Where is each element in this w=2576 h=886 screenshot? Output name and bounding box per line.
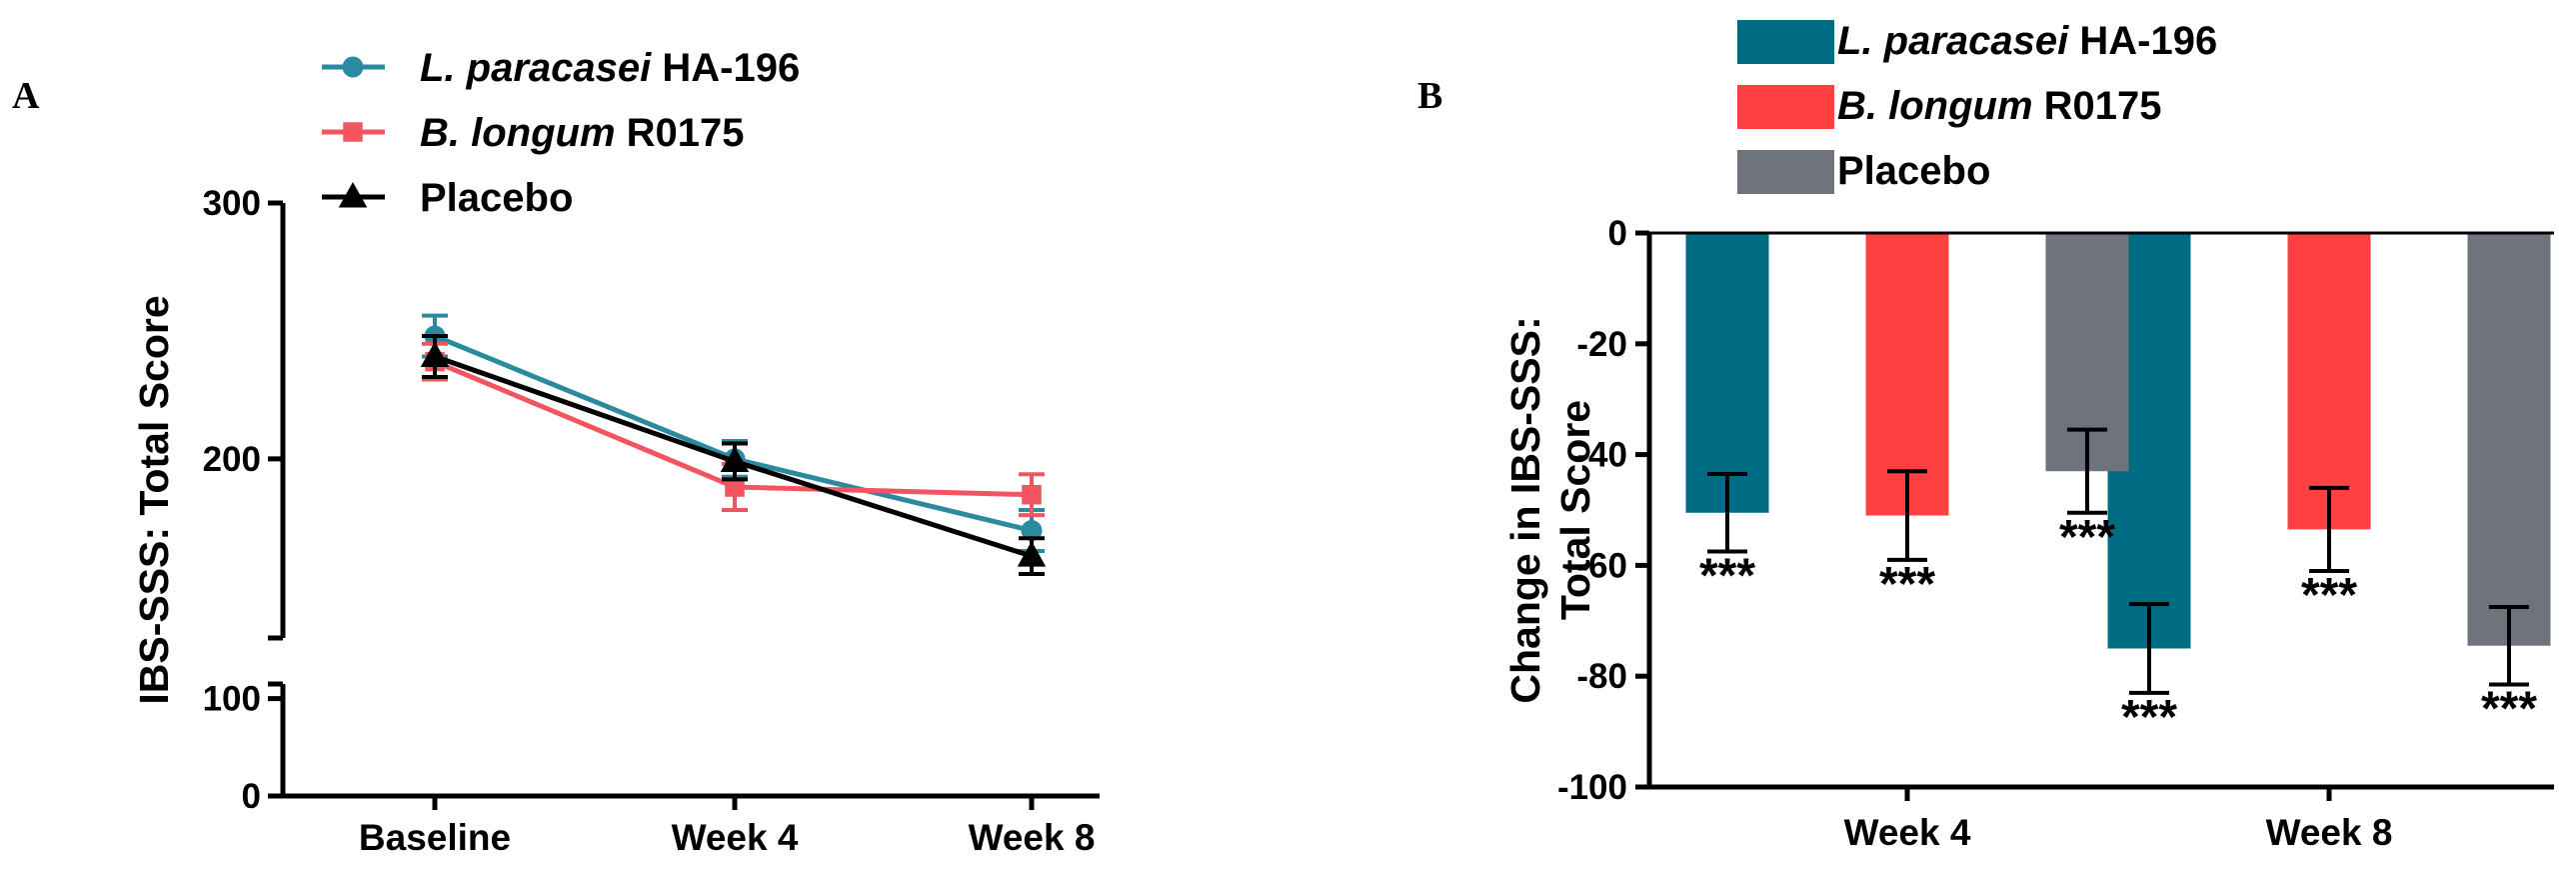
panel-b-bars: *** *** *** *** *** *** — [1685, 233, 2551, 744]
legend-label-rest: HA-196 — [2068, 19, 2217, 63]
panel-label-b: B — [1417, 75, 1442, 117]
panel-label-a: A — [12, 75, 40, 117]
data-point — [725, 477, 745, 497]
data-point — [1017, 541, 1047, 567]
y-axis-title: IBS-SSS: Total Score — [131, 295, 177, 704]
legend-swatch — [1737, 20, 1834, 64]
legend-label-italic: L. paracasei — [420, 46, 652, 90]
y-axis-title-line1: Change in IBS-SSS: — [1502, 316, 1548, 703]
y-tick-label: 300 — [203, 184, 261, 223]
legend-label-rest: HA-196 — [651, 46, 800, 90]
significance-label: *** — [2121, 691, 2177, 744]
series-2 — [420, 334, 1047, 577]
x-tick-label: Week 4 — [1844, 812, 1971, 853]
y-tick-label: 0 — [242, 777, 261, 816]
y-tick-label: 100 — [203, 680, 261, 719]
y-axis-title-line2: Total Score — [1552, 400, 1598, 620]
data-point — [420, 341, 450, 368]
y-tick-label: 0 — [1608, 214, 1627, 253]
legend-label: Placebo — [420, 176, 573, 220]
legend-label: L. paracasei HA-196 — [420, 46, 800, 90]
legend-label-rest: Placebo — [420, 176, 573, 220]
legend-label-italic: B. longum — [420, 111, 616, 155]
y-tick-label: -40 — [1576, 436, 1627, 475]
legend-label-rest: R0175 — [2033, 84, 2162, 128]
legend-label-italic: B. longum — [1837, 84, 2033, 128]
series-0 — [422, 313, 1045, 553]
panel-a-legend: L. paracasei HA-196 B. longum R0175 Placeb… — [322, 46, 800, 220]
significance-label: *** — [2059, 511, 2115, 564]
x-tick-label: Baseline — [359, 817, 511, 858]
legend-label-italic: L. paracasei — [1837, 19, 2069, 63]
legend-marker — [343, 122, 363, 142]
y-tick-label: -100 — [1557, 768, 1627, 807]
legend-label-rest: R0175 — [616, 111, 745, 155]
y-tick-label: 200 — [203, 440, 261, 479]
panel-b-legend: L. paracasei HA-196 B. longum R0175 Placeb… — [1737, 19, 2217, 194]
x-tick-label: Week 4 — [672, 817, 799, 858]
legend-marker — [342, 56, 364, 78]
bar — [2287, 233, 2371, 530]
legend-label-rest: Placebo — [1837, 149, 1990, 193]
legend-swatch — [1737, 150, 1834, 194]
data-point — [1022, 484, 1042, 505]
x-tick-label: Week 8 — [969, 817, 1096, 858]
x-tick-label: Week 8 — [2266, 812, 2393, 853]
y-tick-label: -20 — [1576, 325, 1627, 364]
panel-a-series — [420, 313, 1047, 577]
significance-label: *** — [1879, 558, 1935, 611]
y-tick-label: -60 — [1576, 546, 1627, 585]
legend-label: Placebo — [1837, 149, 1990, 193]
legend-label: B. longum R0175 — [420, 111, 745, 155]
panel-a-axes: 0 100 200 300 Baseline Week 4 Week 8 IBS-SSS: T… — [131, 184, 1100, 858]
significance-label: *** — [1699, 550, 1755, 603]
legend-label: L. paracasei HA-196 — [1837, 19, 2217, 63]
legend-swatch — [1737, 85, 1834, 129]
data-point — [1021, 520, 1043, 542]
significance-label: *** — [2301, 569, 2357, 622]
legend-label: B. longum R0175 — [1837, 84, 2162, 128]
significance-label: *** — [2481, 683, 2537, 736]
data-point — [720, 446, 750, 472]
bar — [2467, 233, 2551, 646]
panel-b-axes: 0 -20 -40 -60 -80 -100 Week 4 Week 8 Change in I… — [1502, 214, 2554, 853]
bar — [1685, 233, 1769, 513]
y-tick-label: -80 — [1576, 657, 1627, 696]
legend-marker — [338, 182, 368, 208]
bar — [1865, 233, 1949, 516]
